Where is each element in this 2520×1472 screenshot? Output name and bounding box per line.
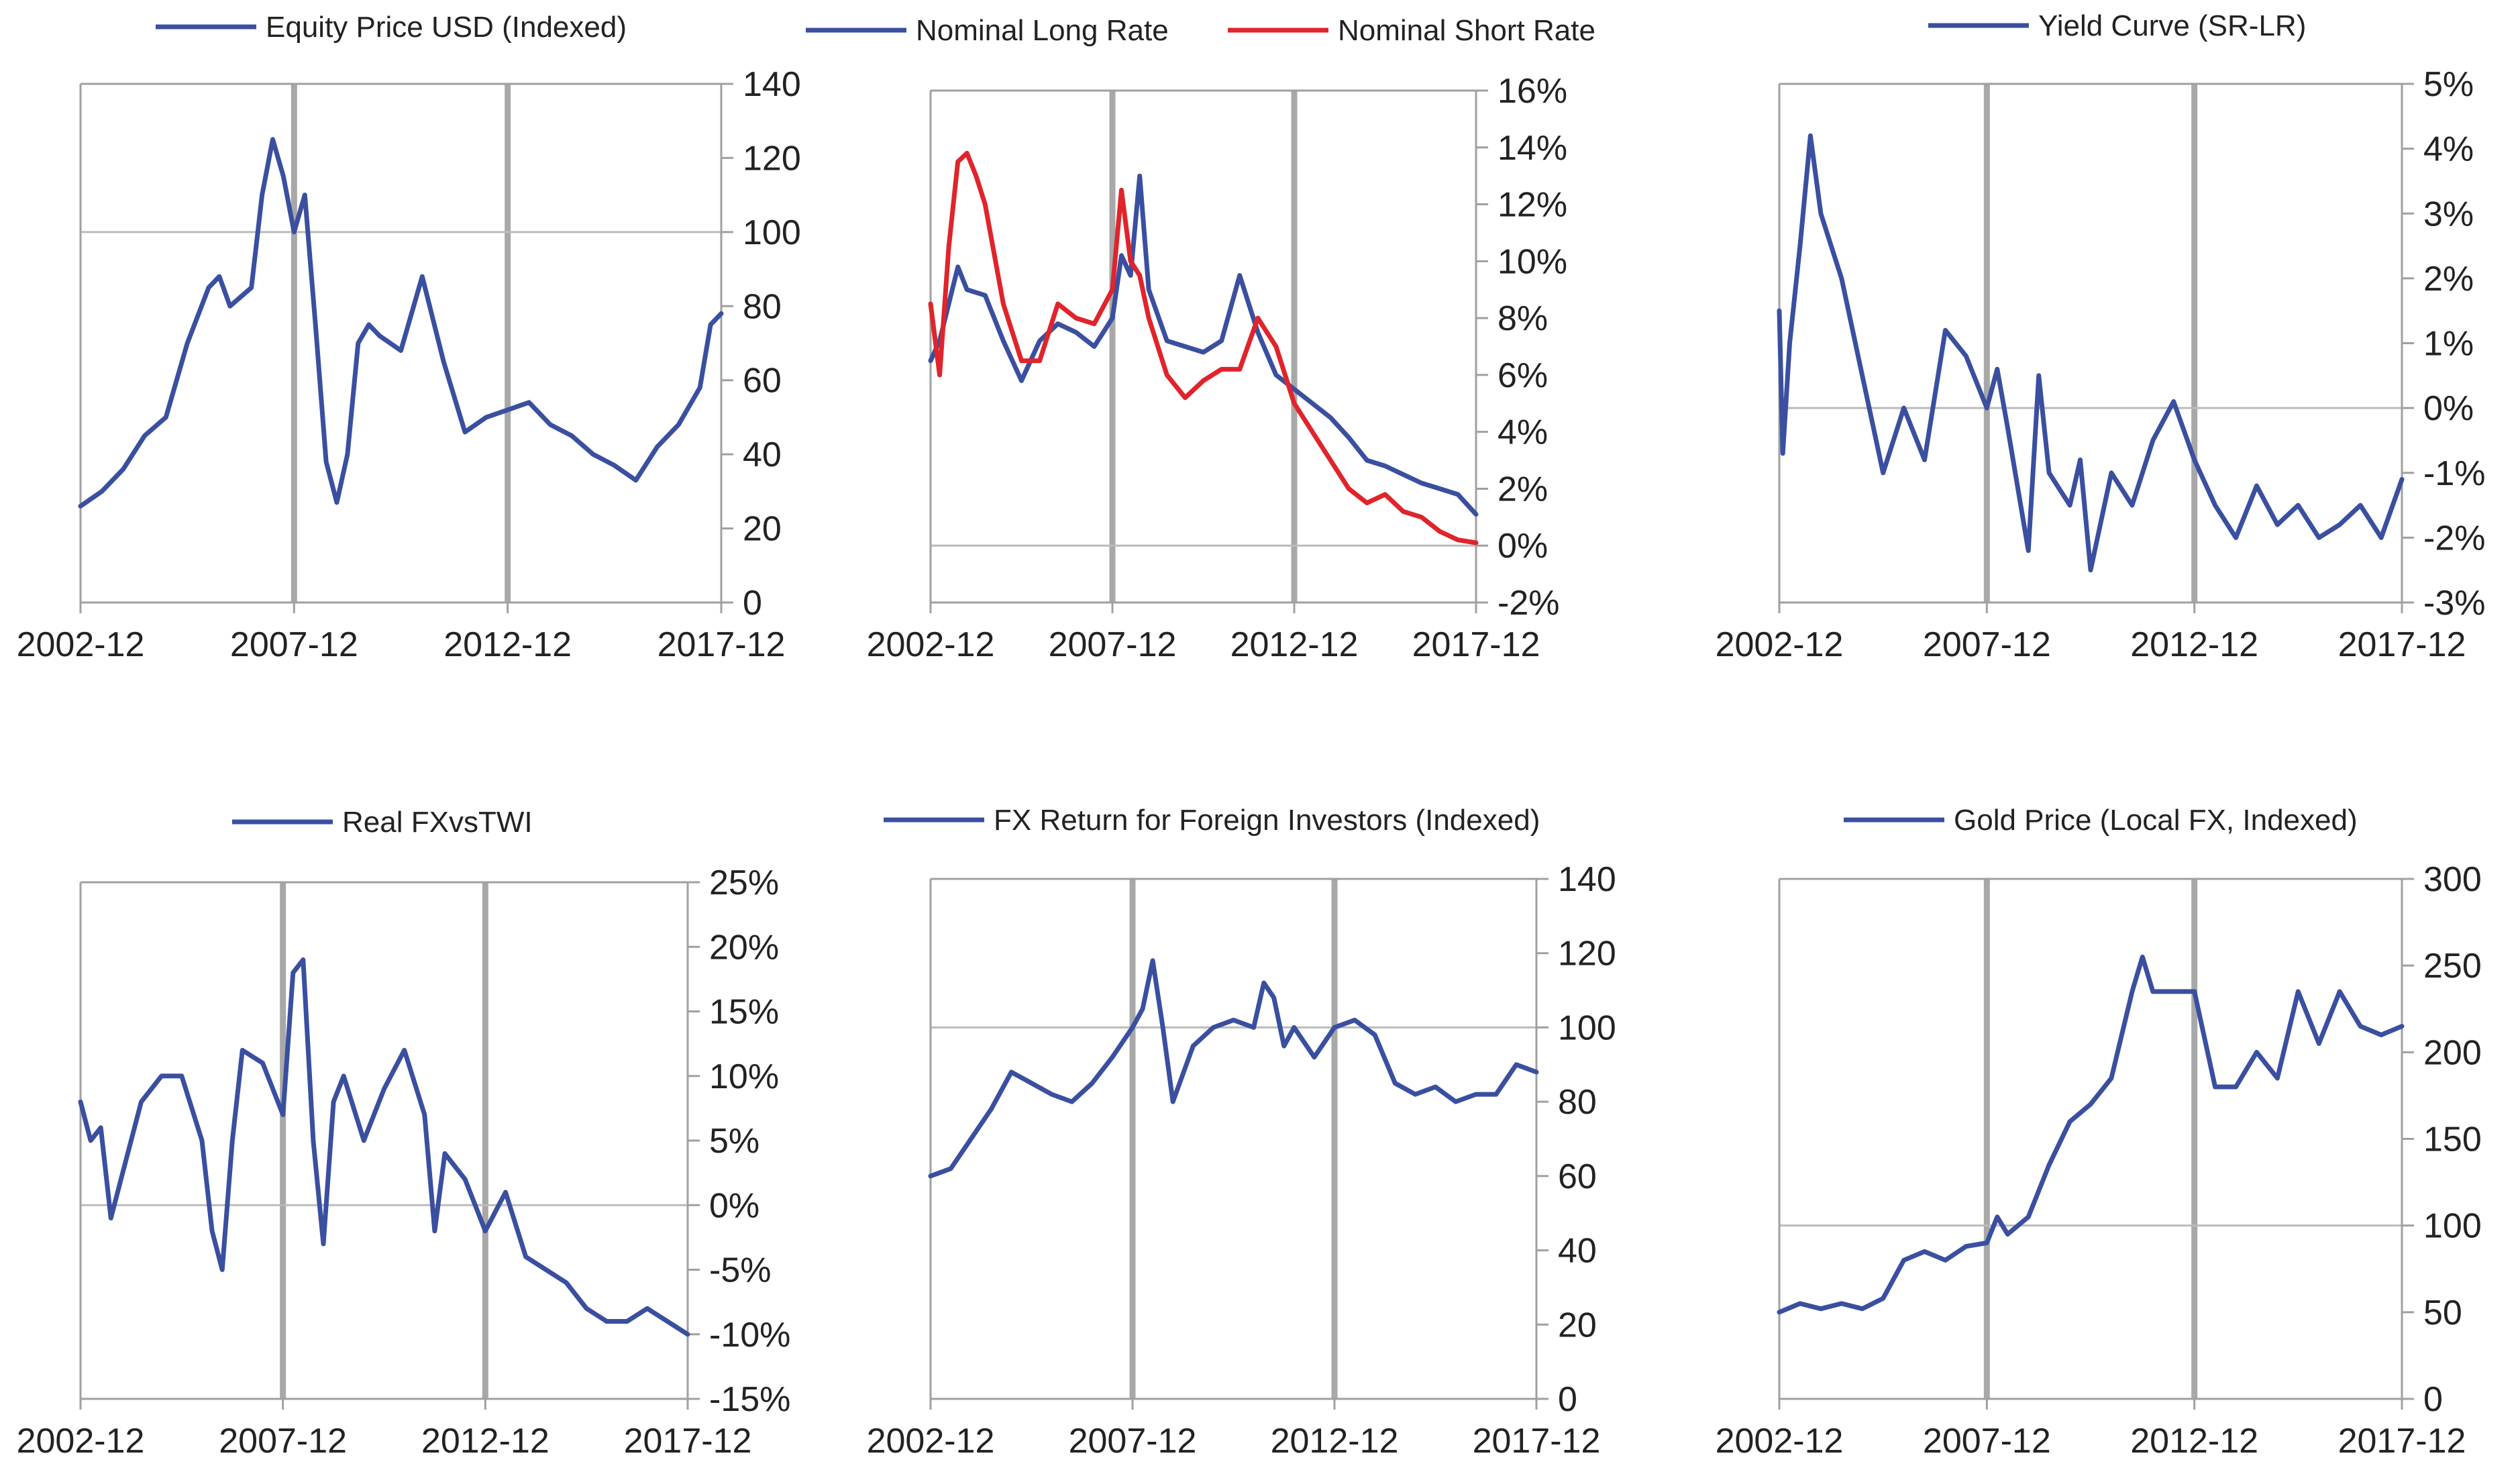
chart-panel-2: -2% 0% 2% 4% 6% 8% 10% 12% 14% 16% 2002-12 2007-12 2… (806, 14, 1595, 664)
y-tick-label: 20% (709, 928, 779, 967)
y-tick-label: 300 (2423, 860, 2482, 899)
y-tick-label: 3% (2423, 195, 2474, 233)
y-tick-label: -5% (709, 1251, 771, 1290)
x-tick-label: 2012-12 (2130, 625, 2258, 664)
series-line-1 (1777, 954, 2405, 1315)
y-tick-label: 0 (743, 584, 762, 623)
x-tick-label: 2012-12 (1230, 625, 1359, 664)
y-tick-label: 200 (2423, 1033, 2482, 1072)
x-tick-label: 2017-12 (658, 625, 786, 664)
x-tick-label: 2002-12 (1716, 1422, 1844, 1461)
legend-label: Equity Price USD (Indexed) (266, 11, 627, 44)
y-tick-label: 100 (743, 213, 801, 252)
legend-label: Yield Curve (SR-LR) (2038, 9, 2306, 42)
x-tick-label: 2007-12 (1923, 1422, 2051, 1461)
y-tick-label: 4% (1498, 413, 1548, 452)
x-tick-label: 2007-12 (1049, 625, 1177, 664)
y-tick-label: 60 (1558, 1157, 1597, 1196)
series-line-1 (78, 957, 690, 1337)
y-tick-label: 150 (2423, 1120, 2482, 1159)
y-tick-label: 15% (709, 993, 779, 1032)
y-tick-label: 50 (2423, 1294, 2462, 1332)
y-tick-label: 10% (709, 1057, 779, 1096)
y-tick-label: 2% (2423, 260, 2474, 299)
chart-panel-1: 0 20 40 60 80 100 120 140 2002-12 2007-12 2012-12 2… (17, 11, 801, 664)
y-tick-label: 2% (1498, 470, 1548, 509)
y-tick-label: 80 (743, 287, 782, 326)
x-tick-label: 2017-12 (624, 1422, 752, 1461)
x-tick-label: 2007-12 (1069, 1422, 1197, 1461)
y-tick-label: 0 (1558, 1380, 1577, 1419)
series-line-1 (1777, 133, 2405, 573)
y-tick-label: 14% (1498, 129, 1567, 168)
legend-label: FX Return for Foreign Investors (Indexed… (994, 804, 1540, 837)
chart-panel-5: 0 20 40 60 80 100 120 140 2002-12 2007-12 2012-12 2… (867, 804, 1616, 1461)
y-tick-label: 250 (2423, 947, 2482, 986)
x-tick-label: 2002-12 (17, 625, 145, 664)
series-line-1 (928, 173, 1479, 517)
y-tick-label: 0% (1498, 527, 1548, 566)
y-tick-label: 12% (1498, 186, 1567, 225)
y-tick-label: 1% (2423, 325, 2474, 364)
x-tick-label: 2017-12 (2338, 1422, 2466, 1461)
legend-label: Gold Price (Local FX, Indexed) (1954, 804, 2358, 837)
y-tick-label: 8% (1498, 299, 1548, 338)
y-tick-label: 5% (709, 1122, 759, 1161)
x-tick-label: 2017-12 (1412, 625, 1540, 664)
chart-panel-4: -15% -10% -5% 0% 5% 10% 15% 20% 25% 2002-12 2007-1… (17, 806, 791, 1461)
y-tick-label: 25% (709, 863, 779, 902)
legend-label: Real FXvsTWI (342, 806, 533, 839)
y-tick-label: 20 (1558, 1306, 1597, 1345)
x-tick-label: 2002-12 (17, 1422, 145, 1461)
x-tick-label: 2012-12 (443, 625, 572, 664)
x-tick-label: 2007-12 (230, 625, 358, 664)
y-tick-label: 140 (743, 65, 801, 104)
x-tick-label: 2012-12 (421, 1422, 549, 1461)
y-tick-label: -10% (709, 1316, 790, 1355)
x-tick-label: 2007-12 (219, 1422, 347, 1461)
series-line-2 (928, 150, 1479, 545)
y-tick-label: 20 (743, 510, 782, 549)
y-tick-label: 100 (2423, 1207, 2482, 1246)
x-tick-label: 2002-12 (867, 625, 995, 664)
y-tick-label: -2% (2423, 519, 2485, 558)
y-tick-label: 0% (709, 1186, 759, 1225)
y-tick-label: -3% (2423, 584, 2485, 623)
x-tick-label: 2017-12 (1473, 1422, 1601, 1461)
y-tick-label: 100 (1558, 1008, 1616, 1047)
chart-panel-6: 0 50 100 150 200 250 300 2002-12 2007-12 2012-12 2… (1716, 804, 2482, 1461)
y-tick-label: 60 (743, 362, 782, 401)
y-tick-label: 10% (1498, 242, 1567, 281)
x-tick-label: 2012-12 (2130, 1422, 2258, 1461)
x-tick-label: 2012-12 (1271, 1422, 1399, 1461)
y-tick-label: 80 (1558, 1083, 1597, 1122)
y-tick-label: 120 (1558, 935, 1616, 974)
legend-label: Nominal Long Rate (916, 14, 1169, 47)
legend-label: Nominal Short Rate (1338, 14, 1595, 47)
y-tick-label: -1% (2423, 454, 2485, 493)
y-tick-label: 16% (1498, 72, 1567, 111)
y-tick-label: 5% (2423, 65, 2474, 104)
x-tick-label: 2017-12 (2338, 625, 2466, 664)
y-tick-label: -15% (709, 1380, 790, 1419)
y-tick-label: 40 (743, 435, 782, 474)
y-tick-label: 4% (2423, 130, 2474, 169)
series-line-1 (78, 137, 724, 509)
y-tick-label: -2% (1498, 584, 1559, 623)
series-line-1 (928, 958, 1539, 1179)
chart-panel-3: -3% -2% -1% 0% 1% 2% 3% 4% 5% 2002-12 2007-12 2012-… (1716, 9, 2486, 664)
x-tick-label: 2002-12 (1716, 625, 1844, 664)
y-tick-label: 0% (2423, 389, 2474, 428)
x-tick-label: 2002-12 (867, 1422, 995, 1461)
y-tick-label: 0 (2423, 1380, 2443, 1419)
y-tick-label: 140 (1558, 860, 1616, 899)
y-tick-label: 120 (743, 139, 801, 178)
x-tick-label: 2007-12 (1923, 625, 2051, 664)
y-tick-label: 6% (1498, 356, 1548, 395)
y-tick-label: 40 (1558, 1232, 1597, 1271)
